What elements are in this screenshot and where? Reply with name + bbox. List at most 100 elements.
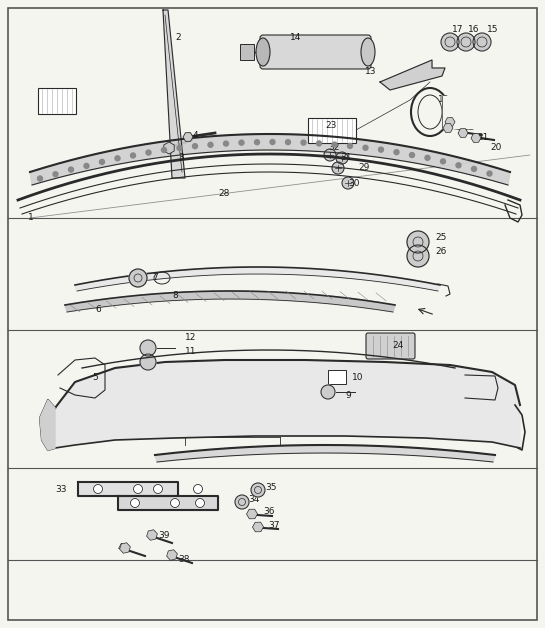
Text: 3: 3 [178, 153, 184, 163]
Polygon shape [65, 291, 395, 312]
Text: 29: 29 [358, 163, 370, 173]
Text: 38: 38 [178, 556, 190, 565]
FancyBboxPatch shape [260, 35, 371, 69]
Circle shape [193, 484, 203, 494]
Polygon shape [442, 96, 480, 128]
Circle shape [321, 385, 335, 399]
Circle shape [53, 171, 58, 176]
Circle shape [336, 152, 348, 164]
Text: 10: 10 [352, 374, 364, 382]
Polygon shape [40, 400, 55, 450]
Circle shape [177, 146, 182, 151]
Text: 40: 40 [118, 543, 129, 553]
Text: 36: 36 [263, 507, 275, 516]
Circle shape [301, 140, 306, 145]
Text: 11: 11 [185, 347, 197, 357]
Circle shape [409, 153, 415, 158]
Circle shape [235, 495, 249, 509]
Circle shape [94, 484, 102, 494]
Text: 13: 13 [365, 67, 377, 77]
Polygon shape [55, 360, 520, 448]
Text: 14: 14 [290, 33, 301, 43]
Text: 16: 16 [468, 26, 480, 35]
Circle shape [171, 499, 179, 507]
Polygon shape [380, 60, 445, 90]
Bar [308, 118, 356, 143]
Circle shape [161, 148, 167, 153]
Circle shape [317, 141, 322, 146]
Text: 5: 5 [92, 374, 98, 382]
Text: 6: 6 [95, 305, 101, 315]
Circle shape [286, 139, 290, 144]
Text: 26: 26 [435, 247, 446, 256]
Text: 18: 18 [438, 95, 450, 104]
Ellipse shape [361, 38, 375, 66]
Circle shape [394, 149, 399, 154]
Circle shape [115, 156, 120, 161]
Circle shape [208, 143, 213, 148]
Text: 4: 4 [193, 131, 198, 139]
Bar [240, 44, 254, 60]
Polygon shape [163, 10, 185, 178]
Text: 21: 21 [477, 134, 488, 143]
Polygon shape [30, 134, 510, 185]
Bar [328, 370, 346, 384]
Circle shape [456, 163, 461, 168]
Text: 15: 15 [487, 26, 499, 35]
Circle shape [100, 160, 105, 165]
Text: 2: 2 [175, 33, 180, 43]
Circle shape [134, 484, 142, 494]
Text: 33: 33 [55, 485, 66, 494]
Text: 37: 37 [268, 521, 280, 529]
Circle shape [69, 167, 74, 172]
Circle shape [407, 245, 429, 267]
Circle shape [154, 484, 162, 494]
Text: 31: 31 [340, 153, 352, 163]
Ellipse shape [256, 38, 270, 66]
Text: 24: 24 [392, 340, 403, 350]
Text: 17: 17 [452, 26, 463, 35]
Circle shape [38, 176, 43, 181]
Circle shape [440, 159, 445, 164]
Polygon shape [118, 496, 218, 510]
Circle shape [471, 166, 476, 171]
Circle shape [473, 33, 491, 51]
Circle shape [84, 163, 89, 168]
Circle shape [324, 149, 336, 161]
Circle shape [129, 269, 147, 287]
Circle shape [332, 162, 344, 174]
Circle shape [348, 143, 353, 148]
Text: 7: 7 [152, 274, 158, 283]
Circle shape [270, 139, 275, 144]
Circle shape [140, 354, 156, 370]
Circle shape [192, 144, 197, 149]
Circle shape [251, 483, 265, 497]
Text: 34: 34 [248, 495, 259, 504]
Text: 1: 1 [28, 214, 34, 222]
Text: 2A: 2A [48, 95, 60, 104]
Polygon shape [78, 482, 178, 496]
Circle shape [196, 499, 204, 507]
Text: 35: 35 [265, 484, 276, 492]
Text: 12: 12 [185, 333, 196, 342]
Text: 9: 9 [345, 391, 351, 399]
Text: 25: 25 [435, 234, 446, 242]
Circle shape [130, 499, 140, 507]
Circle shape [146, 150, 151, 155]
Text: 22: 22 [463, 124, 474, 133]
Circle shape [407, 231, 429, 253]
Circle shape [140, 340, 156, 356]
Text: 8: 8 [172, 291, 178, 300]
Polygon shape [75, 267, 440, 291]
Text: 20: 20 [490, 144, 501, 153]
Bar [38, 88, 76, 114]
Text: 28: 28 [218, 188, 229, 197]
Text: 30: 30 [348, 178, 360, 188]
Circle shape [425, 155, 430, 160]
Circle shape [130, 153, 136, 158]
Text: 32: 32 [328, 144, 340, 153]
Circle shape [223, 141, 228, 146]
Circle shape [363, 145, 368, 150]
Text: 19: 19 [455, 114, 467, 122]
Polygon shape [155, 445, 495, 462]
